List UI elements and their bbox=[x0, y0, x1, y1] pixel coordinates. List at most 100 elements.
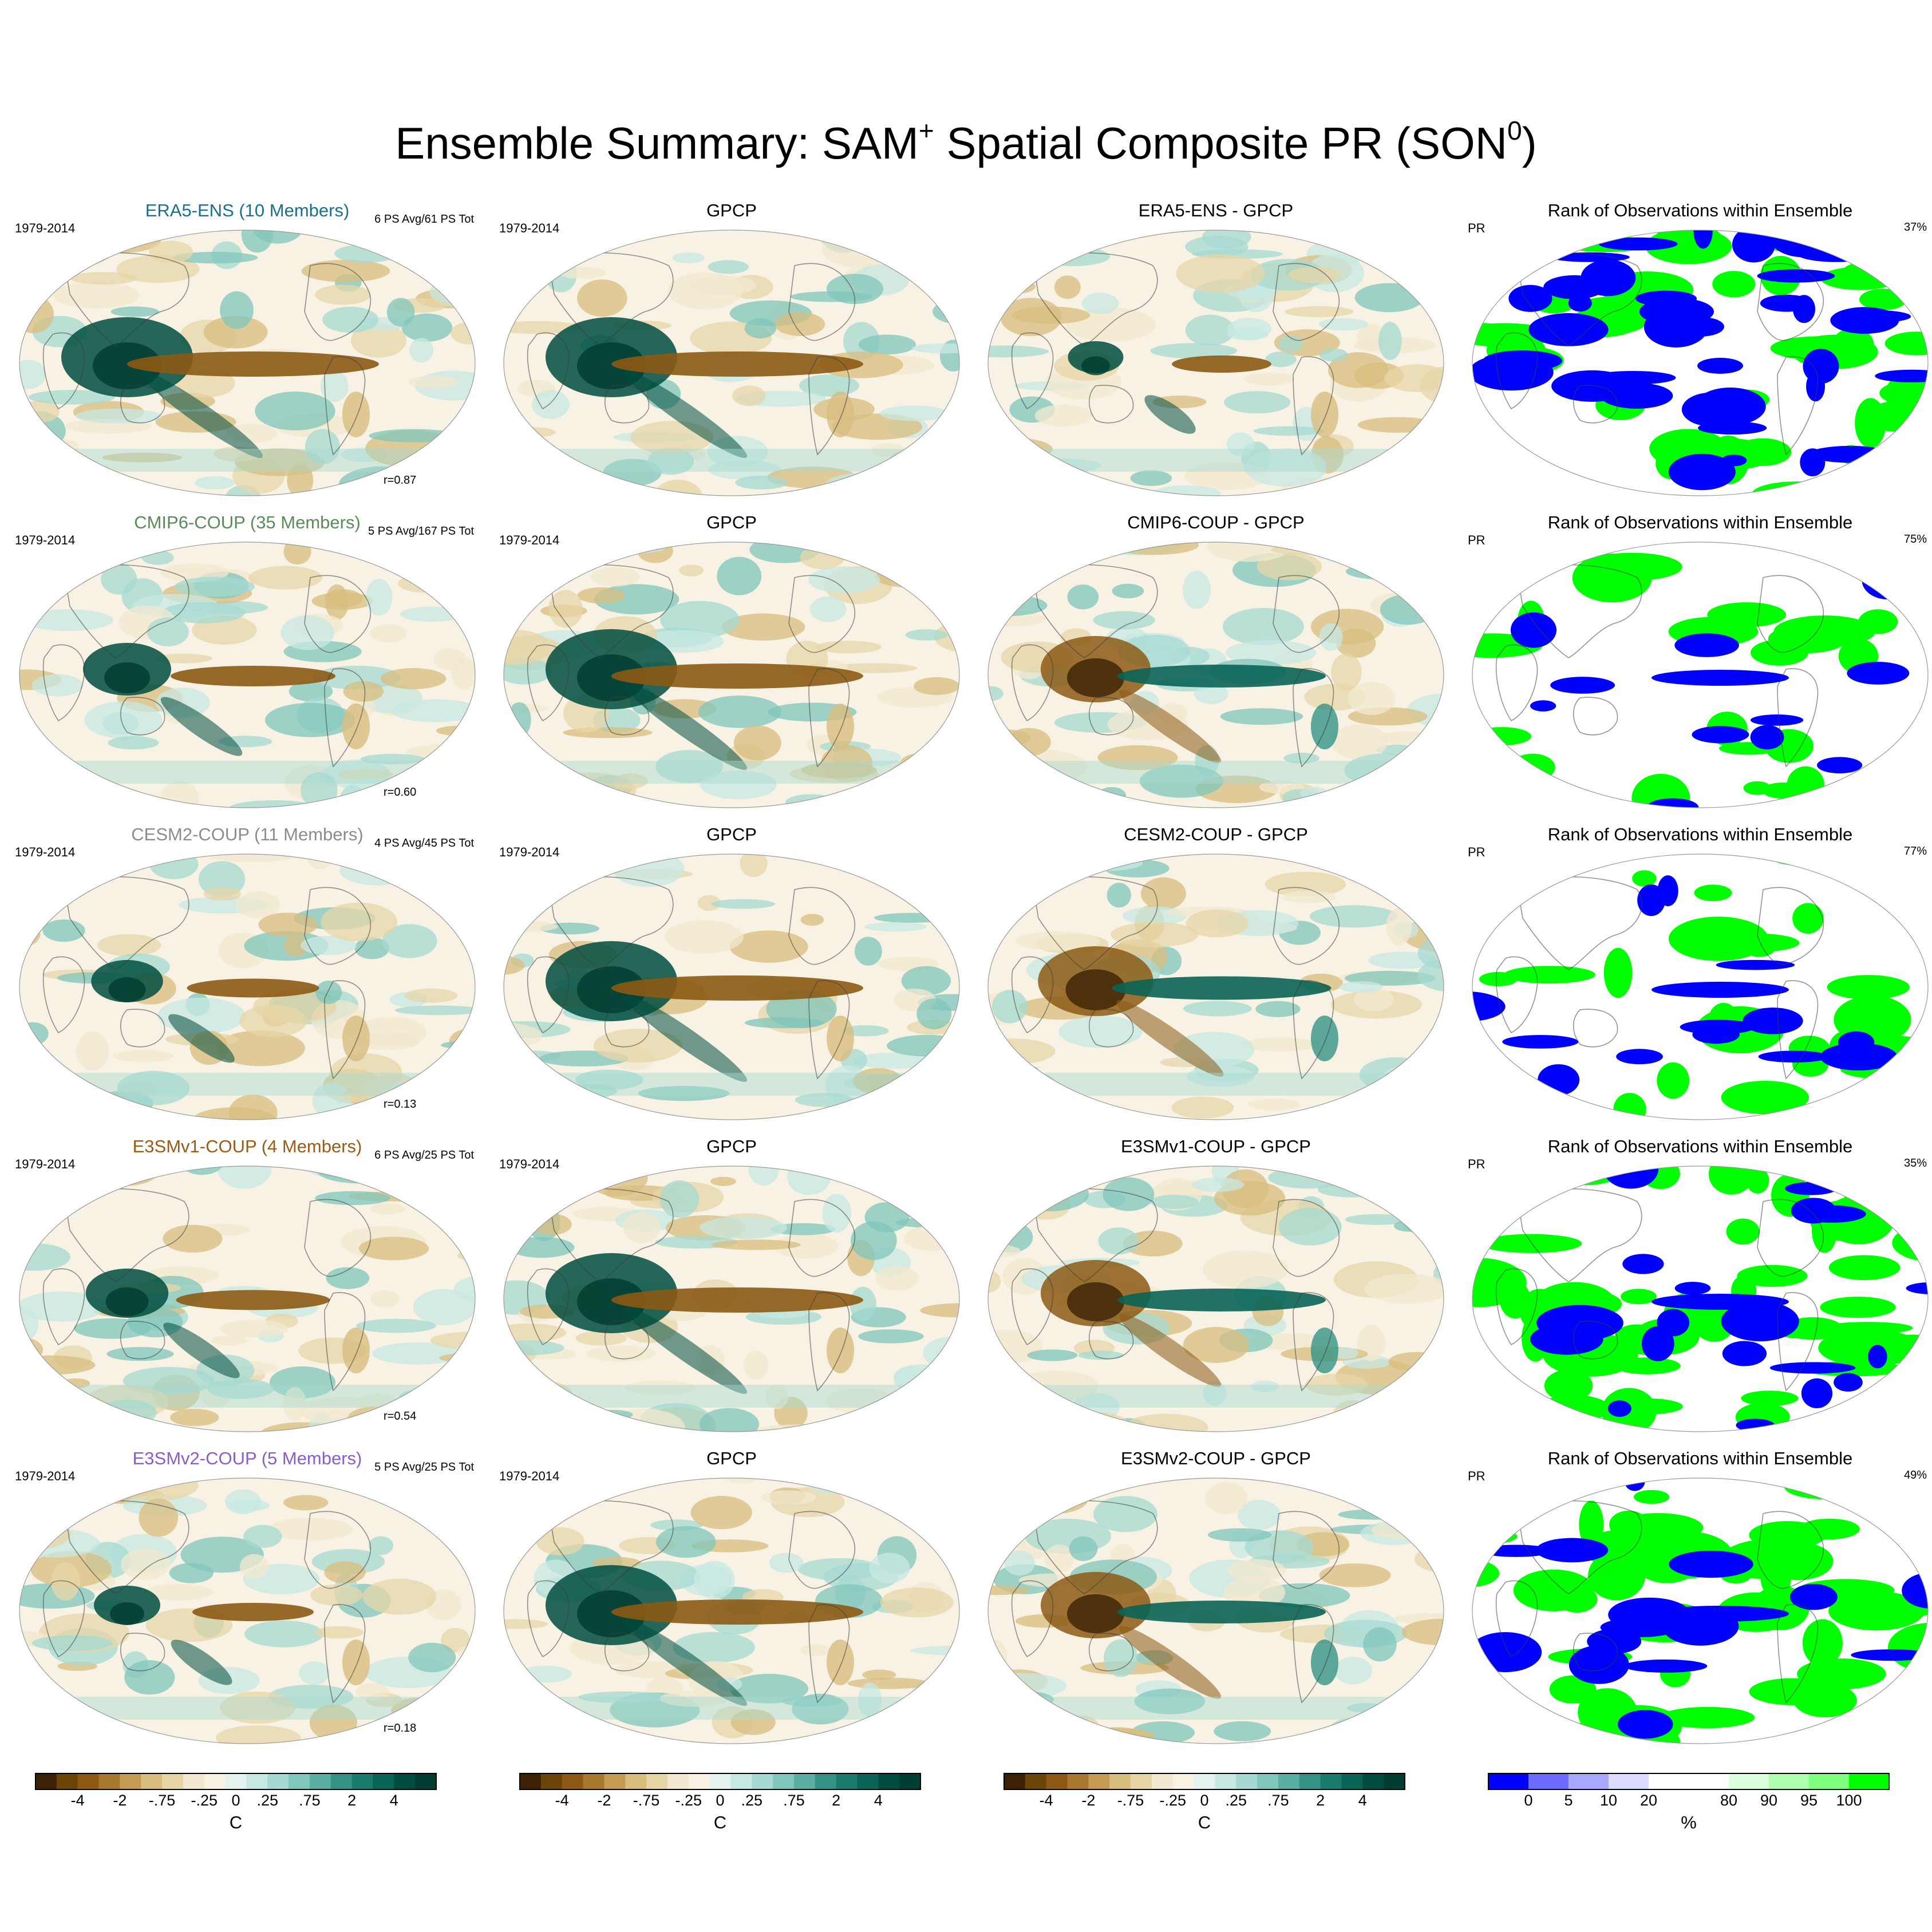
anomaly-map bbox=[987, 230, 1444, 496]
colorbar-swatch bbox=[1488, 1773, 1529, 1789]
panel-title: Rank of Observations within Ensemble bbox=[1547, 1448, 1853, 1468]
colorbar-tick-label: 4 bbox=[1358, 1792, 1367, 1809]
colorbar-tick-label: 5 bbox=[1564, 1792, 1573, 1809]
panel-ensemble-2: CMIP6-COUP (35 Members) 1979-2014 5 PS Avg… bbox=[13, 512, 482, 816]
rank-map bbox=[1472, 542, 1929, 808]
percent-label: 37% bbox=[1903, 221, 1927, 234]
panel-title: Rank of Observations within Ensemble bbox=[1547, 1136, 1853, 1156]
period-label: 1979-2014 bbox=[499, 1469, 560, 1483]
colorbar-swatch bbox=[373, 1773, 394, 1789]
panel-title: CMIP6-COUP (35 Members) bbox=[134, 512, 361, 532]
colorbar-tick-label: .25 bbox=[741, 1792, 763, 1809]
anomaly-map bbox=[503, 542, 960, 808]
colorbar-tick-label: -2 bbox=[1081, 1792, 1096, 1809]
colorbar-swatch bbox=[246, 1773, 268, 1789]
colorbar-tick-label: 90 bbox=[1760, 1792, 1778, 1809]
colorbar-swatch bbox=[899, 1773, 921, 1789]
period-label: 1979-2014 bbox=[499, 533, 560, 547]
colorbar-tick-label: -4 bbox=[1039, 1792, 1053, 1809]
colorbar-tick-label: 0 bbox=[716, 1792, 725, 1809]
colorbar-2: -4 -2 -.75 -.25 0 .25 .75 2 4 C bbox=[514, 1772, 926, 1852]
percent-label: 75% bbox=[1903, 533, 1927, 546]
colorbar-swatch bbox=[583, 1773, 605, 1789]
anomaly-map bbox=[987, 1165, 1444, 1432]
rank-map bbox=[1472, 230, 1929, 496]
colorbar-swatch bbox=[1362, 1773, 1384, 1789]
colorbar-tick-label: -.75 bbox=[633, 1792, 660, 1809]
colorbar-swatch bbox=[836, 1773, 858, 1789]
panel-title: E3SMv1-COUP - GPCP bbox=[1121, 1136, 1311, 1156]
panel-rank-2: Rank of Observations within Ensemble PR 75… bbox=[1465, 512, 1932, 816]
colorbar-swatch bbox=[1194, 1773, 1215, 1789]
colorbar-swatch bbox=[1109, 1773, 1131, 1789]
anomaly-map bbox=[987, 854, 1444, 1120]
panel-ensemble-4: E3SMv1-COUP (4 Members) 1979-2014 6 PS Avg… bbox=[13, 1136, 482, 1440]
colorbar-tick-label: 4 bbox=[874, 1792, 883, 1809]
colorbar-swatch bbox=[1609, 1773, 1649, 1789]
anomaly-map bbox=[503, 854, 960, 1120]
colorbar-tick-label: -2 bbox=[113, 1792, 127, 1809]
colorbar-swatch bbox=[1649, 1773, 1689, 1789]
colorbar-swatch bbox=[35, 1773, 57, 1789]
colorbar-3: -4 -2 -.75 -.25 0 .25 .75 2 4 C bbox=[998, 1772, 1411, 1852]
panel-ensemble-3: CESM2-COUP (11 Members) 1979-2014 4 PS Avg… bbox=[13, 824, 482, 1128]
colorbar-tick-label: .75 bbox=[299, 1792, 321, 1809]
variable-label: PR bbox=[1468, 1469, 1485, 1483]
colorbar-tick-label: 10 bbox=[1599, 1792, 1618, 1809]
colorbar-swatch bbox=[1131, 1773, 1152, 1789]
colorbar-tick-label: -.25 bbox=[675, 1792, 702, 1809]
panel-title: ERA5-ENS - GPCP bbox=[1138, 200, 1294, 220]
members-summary: 6 PS Avg/25 PS Tot bbox=[374, 1149, 474, 1161]
anomaly-map bbox=[987, 542, 1444, 808]
colorbar-swatch bbox=[520, 1773, 542, 1789]
colorbar-swatch bbox=[1257, 1773, 1279, 1789]
period-label: 1979-2014 bbox=[499, 1157, 560, 1171]
colorbar-swatch bbox=[330, 1773, 353, 1789]
colorbar-swatch bbox=[562, 1773, 584, 1789]
panel-obs-2: GPCP 1979-2014 bbox=[497, 512, 966, 816]
colorbar-swatch bbox=[1215, 1773, 1236, 1789]
correlation-label: r=0.13 bbox=[384, 1098, 417, 1111]
rank-map bbox=[1472, 854, 1929, 1120]
colorbar-tick-label: 20 bbox=[1639, 1792, 1658, 1809]
colorbar-swatch bbox=[604, 1773, 626, 1789]
anomaly-map bbox=[503, 230, 960, 496]
panel-diff-3: CESM2-COUP - GPCP bbox=[981, 824, 1451, 1128]
colorbar-tick-label: -.25 bbox=[191, 1792, 218, 1809]
panel-obs-3: GPCP 1979-2014 bbox=[497, 824, 966, 1128]
period-label: 1979-2014 bbox=[15, 221, 76, 235]
anomaly-map bbox=[19, 230, 476, 496]
colorbar-tick-label: -.75 bbox=[1117, 1792, 1144, 1809]
colorbar-swatch bbox=[162, 1773, 184, 1789]
anomaly-map bbox=[19, 1165, 476, 1432]
panel-title: GPCP bbox=[706, 512, 757, 532]
colorbar-tick-label: 100 bbox=[1836, 1792, 1862, 1809]
colorbar-tick-label: .75 bbox=[1267, 1792, 1289, 1809]
panel-title: Rank of Observations within Ensemble bbox=[1547, 824, 1853, 844]
colorbar-swatch bbox=[773, 1773, 795, 1789]
colorbar-tick-label: -2 bbox=[597, 1792, 611, 1809]
correlation-label: r=0.60 bbox=[384, 786, 417, 799]
colorbar-swatch bbox=[625, 1773, 647, 1789]
panel-title: GPCP bbox=[706, 824, 757, 844]
colorbar-swatch bbox=[1067, 1773, 1089, 1789]
colorbar-unit-label: C bbox=[229, 1812, 243, 1832]
panel-diff-2: CMIP6-COUP - GPCP bbox=[981, 512, 1451, 816]
colorbar-swatch bbox=[688, 1773, 710, 1789]
colorbar-swatch bbox=[793, 1773, 816, 1789]
colorbar-swatch bbox=[1278, 1773, 1300, 1789]
colorbar-swatch bbox=[98, 1773, 120, 1789]
colorbar-swatch bbox=[646, 1773, 668, 1789]
colorbar-swatch bbox=[1046, 1773, 1068, 1789]
panel-rank-1: Rank of Observations within Ensemble PR 37… bbox=[1465, 200, 1932, 504]
colorbar-swatch bbox=[752, 1773, 773, 1789]
panel-title: E3SMv2-COUP (5 Members) bbox=[132, 1448, 362, 1468]
colorbar-swatch bbox=[1004, 1773, 1026, 1789]
colorbar-tick-label: 2 bbox=[1316, 1792, 1325, 1809]
colorbar-swatch bbox=[1689, 1773, 1729, 1789]
colorbar-swatch bbox=[120, 1773, 141, 1789]
colorbar-swatch bbox=[667, 1773, 689, 1789]
colorbar-tick-label: 4 bbox=[389, 1792, 398, 1809]
colorbar-swatch bbox=[730, 1773, 752, 1789]
colorbar-tick-label: -4 bbox=[555, 1792, 569, 1809]
